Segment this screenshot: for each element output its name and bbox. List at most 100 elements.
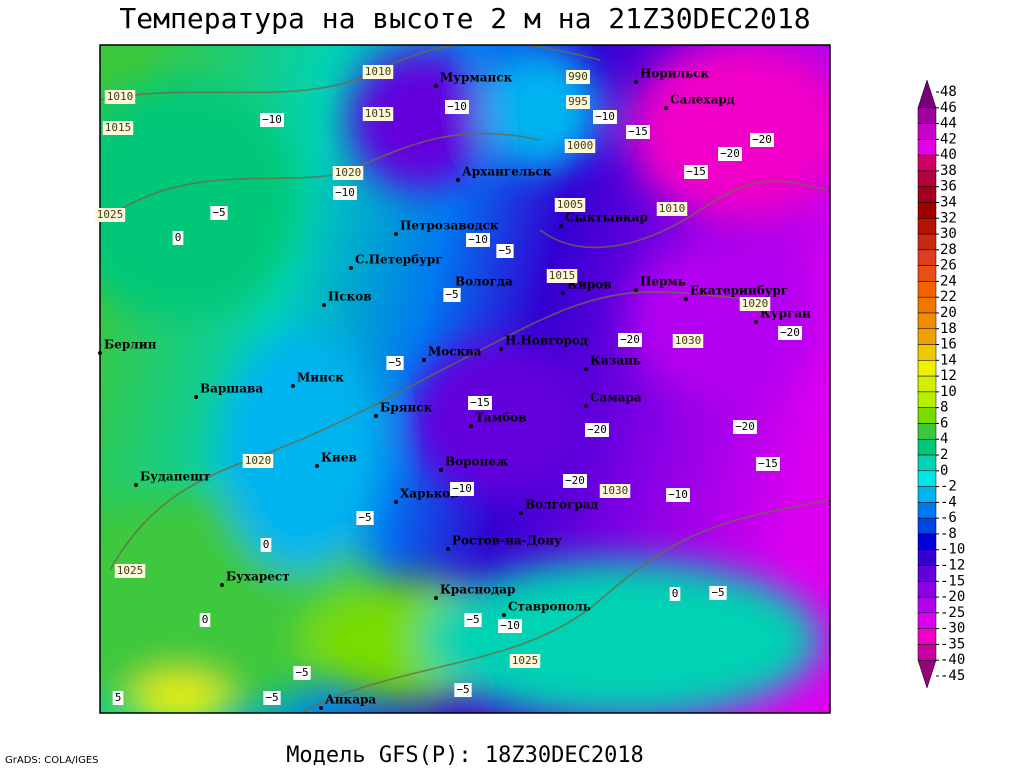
- isotherm-label-box: [626, 125, 650, 139]
- city-dot: [134, 483, 138, 487]
- city-label: Самара: [590, 391, 642, 405]
- isobar-label-box: [104, 90, 136, 104]
- city-dot: [559, 224, 563, 228]
- colorbar-tick-label: 2: [940, 447, 948, 463]
- isobar-label-box: [566, 95, 590, 109]
- isotherm-label: −10: [447, 100, 467, 113]
- colorbar-tick-label: 16: [940, 337, 957, 353]
- city-label: Краснодар: [440, 583, 515, 597]
- colorbar-tick-label: -15: [940, 573, 965, 589]
- isotherm-label: −10: [595, 110, 615, 123]
- colorbar-cell: [917, 186, 937, 203]
- isotherm-label-box: [454, 683, 472, 697]
- city-dot: [634, 80, 638, 84]
- title: Температура на высоте 2 м на 21Z30DEC201…: [119, 2, 810, 35]
- colorbar-cell: [917, 454, 937, 472]
- isotherm-label-box: [684, 165, 708, 179]
- colorbar-cell: [917, 659, 937, 689]
- city-dot: [469, 424, 473, 428]
- colorbar-cell: [917, 486, 937, 503]
- colorbar-tick-label: -8: [940, 526, 957, 542]
- isotherm-label: −5: [466, 613, 479, 626]
- isotherm-label: 0: [263, 538, 270, 551]
- city-label: Минск: [297, 371, 344, 385]
- isotherm-label: −5: [456, 683, 469, 696]
- colorbar-tick-label: -45: [940, 668, 965, 684]
- city-label: Мурманск: [440, 71, 513, 85]
- city-label: Салехард: [670, 93, 735, 107]
- isobar-label-box: [242, 454, 274, 468]
- colorbar-cell: [917, 596, 937, 614]
- city-dot: [394, 500, 398, 504]
- colorbar-cell: [917, 407, 937, 424]
- isotherm-label-box: [666, 488, 690, 502]
- colorbar-tick-label: 6: [940, 415, 948, 431]
- isobar-label: 1000: [567, 139, 594, 152]
- isotherm-label: 5: [115, 691, 122, 704]
- isobar-label: 1025: [512, 654, 539, 667]
- city-label: Казань: [590, 354, 641, 368]
- credit: GrADS: COLA/IGES: [5, 755, 99, 766]
- isobar-label-box: [739, 297, 771, 311]
- city-label: Волгоград: [525, 498, 598, 512]
- colorbar-cell: [917, 312, 937, 330]
- isotherm-label-box: [464, 613, 482, 627]
- colorbar-tick-label: 42: [940, 131, 957, 147]
- colorbar-tick-label: 36: [940, 179, 957, 195]
- isotherm-label-box: [585, 423, 609, 437]
- city-label: Н.Новгород: [505, 334, 588, 348]
- colorbar-cell: [917, 549, 937, 566]
- isotherm-label: −10: [668, 488, 688, 501]
- city-dot: [434, 596, 438, 600]
- colorbar-tick-label: 26: [940, 258, 957, 274]
- city-label: Архангельск: [462, 165, 552, 179]
- isotherm-label-box: [260, 113, 284, 127]
- isotherm-label: −20: [735, 420, 755, 433]
- city-label: Норильск: [640, 67, 710, 81]
- isotherm-label-box: [386, 356, 404, 370]
- isotherm-label: −5: [212, 206, 225, 219]
- city-label: Анкара: [325, 693, 376, 707]
- city-dot: [502, 613, 506, 617]
- isotherm-label: −10: [452, 482, 472, 495]
- isobar-label: 1015: [549, 269, 576, 282]
- isotherm-label: −10: [468, 233, 488, 246]
- isobar-label-box: [564, 139, 596, 153]
- colorbar-cell: [917, 565, 937, 582]
- isobar-label-box: [546, 269, 578, 283]
- colorbar-tick-label: 18: [940, 321, 957, 337]
- isobar-label-box: [656, 202, 688, 216]
- isotherm-label-box: [778, 326, 802, 340]
- isotherm-label-box: [356, 511, 374, 525]
- colorbar-tick-label: 0: [940, 463, 948, 479]
- colorbar-cell: [917, 612, 937, 629]
- isotherm-label: −20: [565, 474, 585, 487]
- colorbar-cell: [917, 391, 937, 408]
- city-label: Курган: [760, 307, 811, 321]
- isotherm-label-box: [669, 587, 681, 601]
- city-label: Пермь: [640, 275, 686, 289]
- city-dot: [584, 404, 588, 408]
- isotherm-label-box: [263, 691, 281, 705]
- city-label: С.Петербург: [355, 253, 443, 267]
- isobar-label: 1030: [675, 334, 702, 347]
- city-dot: [684, 297, 688, 301]
- isotherm-label-box: [112, 691, 124, 705]
- city-dot: [634, 288, 638, 292]
- isotherm-label-box: [496, 244, 514, 258]
- isobar-label: 1025: [97, 208, 124, 221]
- isotherm-label-box: [498, 619, 522, 633]
- city-label: Псков: [328, 290, 372, 304]
- city-label: Киев: [321, 451, 357, 465]
- isotherm-label-box: [210, 206, 228, 220]
- isobar-label-box: [566, 70, 590, 84]
- isobar-label-box: [362, 107, 394, 121]
- colorbar-cell: [917, 375, 937, 393]
- isobar-label-box: [332, 166, 364, 180]
- isobar-label-box: [554, 198, 586, 212]
- isotherm-label-box: [718, 147, 742, 161]
- colorbar-cell: [917, 281, 937, 298]
- model-caption: Модель GFS(P): 18Z30DEC2018: [286, 743, 644, 768]
- isobar-label: 1010: [365, 65, 392, 78]
